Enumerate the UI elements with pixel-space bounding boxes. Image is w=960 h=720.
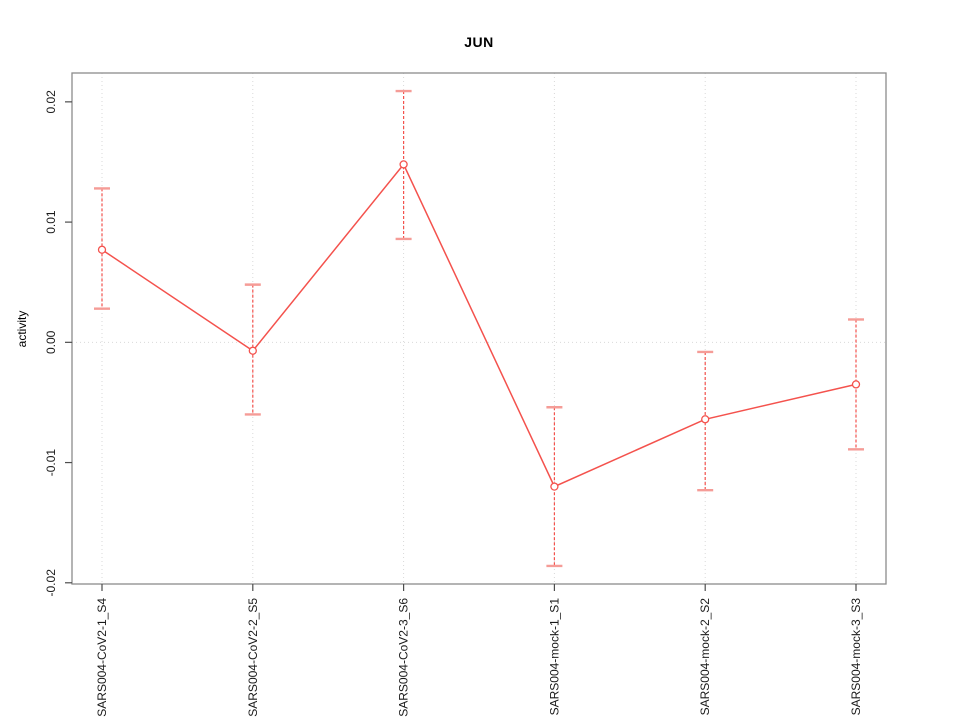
y-tick-label: -0.01 (44, 449, 58, 477)
x-tick-label: SARS004-mock-2_S2 (698, 598, 712, 716)
data-point (701, 415, 710, 424)
y-tick-label: -0.02 (44, 569, 58, 597)
plot-box (71, 72, 887, 585)
series-line (101, 162, 857, 488)
x-tick-label: SARS004-CoV2-2_S5 (246, 598, 260, 717)
data-point (97, 245, 107, 254)
x-tick-label: SARS004-mock-3_S3 (849, 598, 863, 716)
data-point (851, 380, 861, 389)
y-tick-label: 0.02 (44, 90, 58, 114)
y-axis-label: activity (15, 310, 29, 348)
x-tick-label: SARS004-CoV2-3_S6 (397, 598, 411, 717)
chart-title: JUN (464, 34, 494, 50)
y-tick-label: 0.00 (44, 330, 58, 354)
y-tick-label: 0.01 (44, 210, 58, 234)
x-tick-label: SARS004-mock-1_S1 (547, 598, 561, 716)
data-point (550, 482, 559, 491)
data-point (399, 160, 408, 169)
data-point (248, 346, 257, 355)
x-tick-label: SARS004-CoV2-1_S4 (95, 598, 109, 717)
